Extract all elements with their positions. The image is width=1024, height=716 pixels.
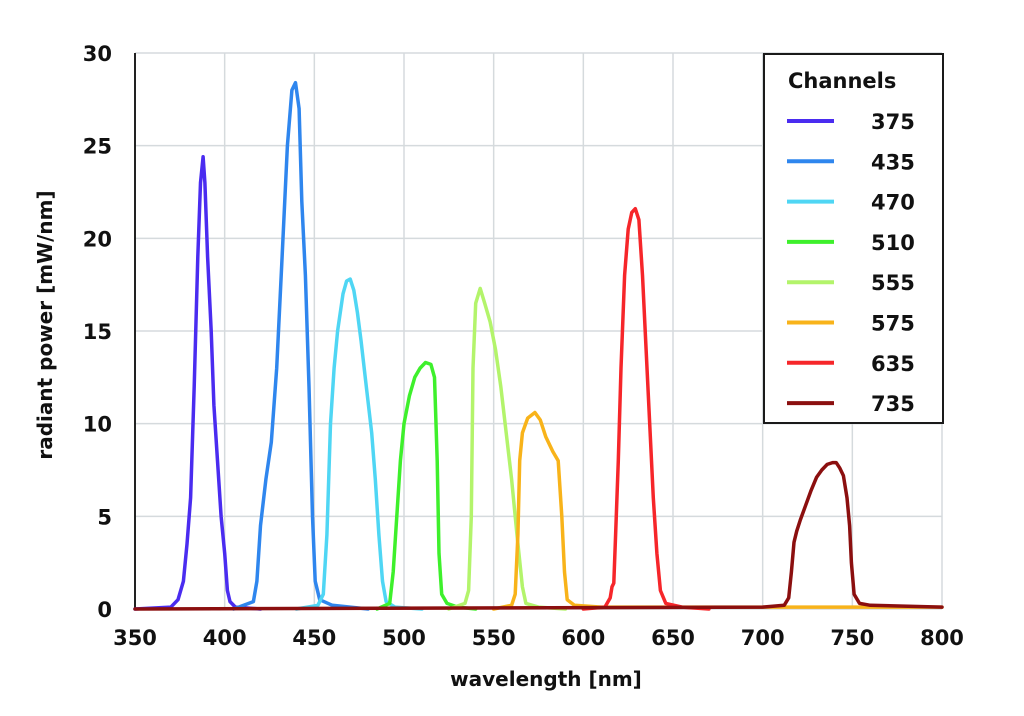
series-line-555	[447, 286, 568, 611]
y-tick-labels: 0 5 10 15 20 25 30	[83, 42, 112, 622]
y-tick-label: 5	[97, 505, 112, 529]
x-tick-label: 500	[382, 626, 426, 650]
series-line-510	[375, 360, 478, 611]
series-line-470	[294, 277, 424, 611]
x-tick-label: 350	[113, 626, 157, 650]
legend-label-470: 470	[871, 191, 915, 215]
x-tick-label: 650	[651, 626, 695, 650]
y-tick-label: 0	[97, 598, 112, 622]
legend-label-555: 555	[871, 271, 915, 295]
y-tick-label: 15	[83, 320, 112, 344]
x-tick-label: 750	[830, 626, 874, 650]
y-tick-label: 20	[83, 227, 112, 251]
x-axis-label: wavelength [nm]	[450, 667, 642, 691]
legend-label-375: 375	[871, 110, 915, 134]
series-line-635	[581, 206, 711, 611]
y-tick-label: 30	[83, 42, 112, 66]
x-tick-label: 450	[292, 626, 336, 650]
legend-label-510: 510	[871, 231, 915, 255]
legend-label-575: 575	[871, 312, 915, 336]
legend-label-435: 435	[871, 150, 915, 174]
y-tick-label: 25	[83, 135, 112, 159]
series-line-735	[133, 460, 944, 611]
legend-box	[763, 53, 944, 424]
x-tick-label: 700	[741, 626, 785, 650]
series-lines	[133, 80, 944, 611]
x-tick-label: 800	[920, 626, 964, 650]
legend-label-635: 635	[871, 352, 915, 376]
series-line-435	[231, 80, 370, 611]
series-line-575	[491, 410, 944, 611]
legend: Channels 375 435 470 510 555 575 635 735	[763, 53, 944, 424]
x-tick-label: 600	[561, 626, 605, 650]
legend-title: Channels	[788, 69, 896, 93]
y-tick-label: 10	[83, 413, 112, 437]
series-line-375	[133, 155, 263, 611]
x-tick-labels: 350 400 450 500 550 600 650 700 750 800	[113, 626, 964, 650]
legend-label-735: 735	[871, 392, 915, 416]
x-tick-label: 400	[203, 626, 247, 650]
y-axis-label: radiant power [mW/nm]	[33, 190, 57, 459]
x-tick-label: 550	[472, 626, 516, 650]
